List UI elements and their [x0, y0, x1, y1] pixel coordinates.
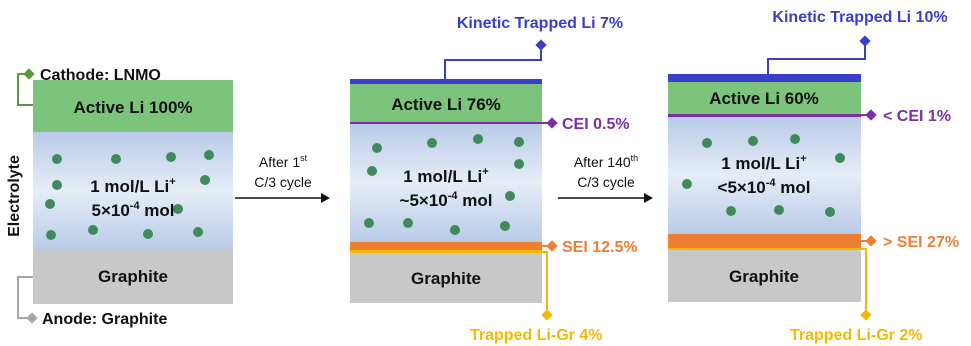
active-li-layer [668, 82, 861, 114]
panel-after-140th-cycle: Kinetic Trapped Li 10% Active Li 60% < C… [668, 9, 959, 344]
cei-label: < CEI 1% [883, 108, 951, 125]
concentration-label: 1 mol/L Li+ [721, 153, 806, 173]
trapped-li-gr-layer [350, 250, 542, 253]
kinetic-trapped-label: Kinetic Trapped Li 10% [772, 9, 947, 26]
cei-marker-icon [865, 109, 877, 121]
active-li-layer [33, 80, 233, 132]
trapped-marker-icon [541, 309, 553, 321]
graphite-label: Graphite [411, 269, 481, 288]
cathode-label: Cathode: LNMO [40, 67, 161, 84]
kinetic-trapped-layer [668, 74, 861, 82]
kinetic-leader [767, 41, 866, 75]
trapped-li-gr-layer [668, 248, 861, 250]
trapped-leader [542, 251, 548, 313]
concentration-label: 1 mol/L Li+ [90, 176, 175, 196]
trapped-marker-icon [860, 309, 872, 321]
li-ion-dots [364, 134, 524, 235]
graphite-layer [33, 250, 233, 304]
electrolyte-label: Electrolyte [6, 155, 23, 237]
arrow1-label-line2: C/3 cycle [254, 174, 312, 190]
anode-marker-icon [26, 312, 38, 324]
kinetic-leader [444, 45, 542, 82]
panel-initial: Cathode: LNMO Active Li 100% 1 mol/L Li+… [6, 67, 233, 328]
active-li-label: Active Li 60% [709, 89, 819, 108]
anode-label: Anode: Graphite [42, 311, 167, 328]
li-ion-dots [45, 150, 214, 240]
cei-marker-icon [546, 117, 558, 129]
sei-layer [668, 234, 861, 248]
kinetic-marker-icon [535, 39, 547, 51]
arrow2-head-icon [644, 193, 653, 203]
amount-label: <5×10-4 mol [718, 177, 811, 197]
arrow-first-cycle: After 1st C/3 cycle [235, 153, 330, 203]
cathode-bracket [17, 73, 33, 106]
graphite-label: Graphite [98, 267, 168, 286]
sei-label: SEI 12.5% [562, 239, 638, 256]
active-li-layer [350, 84, 542, 122]
trapped-li-gr-label: Trapped Li-Gr 4% [470, 327, 602, 344]
arrow2-label-line1: After 140th [574, 153, 638, 170]
trapped-leader [861, 248, 867, 313]
graphite-label: Graphite [729, 267, 799, 286]
sei-marker-icon [546, 240, 558, 252]
active-li-label: Active Li 100% [73, 98, 192, 117]
cathode-marker-icon [23, 68, 35, 80]
electrolyte-layer [350, 124, 542, 242]
cei-label: CEI 0.5% [562, 116, 630, 133]
sei-label: > SEI 27% [883, 234, 959, 251]
cei-layer [350, 122, 542, 124]
cei-layer [668, 114, 861, 117]
panel-after-first-cycle: Kinetic Trapped Li 7% Active Li 76% CEI … [350, 15, 638, 344]
amount-label: 5×10-4 mol [91, 200, 174, 220]
amount-label: ~5×10-4 mol [400, 190, 493, 210]
arrow1-head-icon [321, 193, 330, 203]
arrow1-label-line1: After 1st [259, 153, 308, 170]
arrow2-label-line2: C/3 cycle [577, 174, 635, 190]
kinetic-trapped-label: Kinetic Trapped Li 7% [457, 15, 623, 32]
kinetic-trapped-layer [350, 79, 542, 84]
li-ion-dots [682, 134, 845, 217]
graphite-layer [668, 250, 861, 302]
active-li-label: Active Li 76% [391, 95, 501, 114]
graphite-layer [350, 253, 542, 303]
anode-bracket [17, 276, 33, 319]
kinetic-marker-icon [859, 35, 871, 47]
concentration-label: 1 mol/L Li+ [403, 166, 488, 186]
arrow-140th-cycle: After 140th C/3 cycle [558, 153, 653, 203]
trapped-li-gr-label: Trapped Li-Gr 2% [790, 327, 922, 344]
sei-layer [350, 242, 542, 250]
sei-marker-icon [865, 235, 877, 247]
